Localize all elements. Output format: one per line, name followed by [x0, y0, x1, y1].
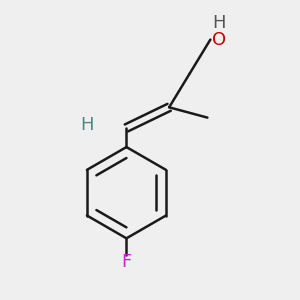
- Text: H: H: [212, 14, 225, 32]
- Text: H: H: [80, 116, 93, 134]
- Text: F: F: [121, 253, 132, 271]
- Text: O: O: [212, 31, 226, 49]
